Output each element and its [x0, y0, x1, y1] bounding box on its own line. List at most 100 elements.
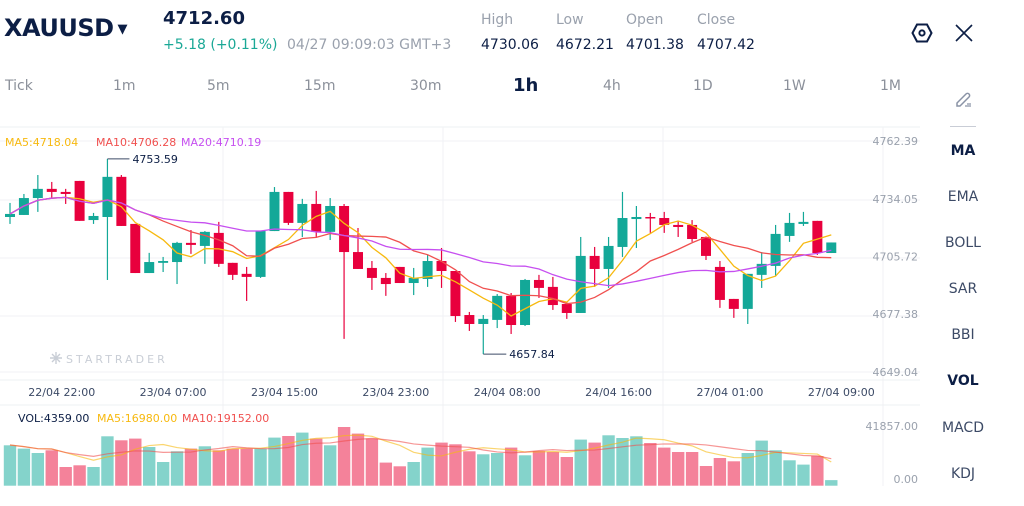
tab-30m[interactable]: 30m — [410, 78, 442, 94]
candle-body — [742, 273, 753, 309]
candle-body — [297, 203, 308, 223]
candle — [784, 212, 795, 242]
tab-4h[interactable]: 4h — [603, 78, 621, 94]
tab-1w[interactable]: 1W — [783, 78, 806, 94]
candle — [283, 191, 294, 225]
candle-body — [32, 188, 43, 199]
candle — [339, 203, 350, 339]
candle — [60, 188, 71, 204]
volume-bar — [406, 461, 421, 487]
price-tick-label: 4649.04 — [873, 366, 919, 379]
candle-body — [255, 231, 266, 277]
low-label: Low — [556, 12, 584, 28]
candle-body — [547, 286, 558, 306]
volume-bar — [490, 452, 505, 487]
close-icon[interactable] — [952, 21, 976, 45]
volume-bar — [810, 455, 825, 487]
indicator-bbi[interactable]: BBI — [951, 327, 975, 343]
tab-1h[interactable]: 1h — [513, 75, 539, 96]
volume-bar — [713, 457, 727, 487]
candle — [144, 252, 155, 274]
indicator-kdj[interactable]: KDJ — [950, 466, 976, 482]
volume-bar — [3, 444, 17, 487]
candle-body — [617, 218, 628, 247]
volume-bar — [532, 450, 546, 487]
volume-bar — [379, 461, 393, 487]
candle — [826, 242, 837, 254]
candle — [701, 236, 711, 260]
indicator-vol[interactable]: VOL — [947, 373, 979, 389]
indicator-ema[interactable]: EMA — [947, 189, 979, 205]
current-price: 4712.60 — [163, 8, 245, 29]
tab-1mo[interactable]: 1M — [880, 78, 901, 94]
volume-bar — [476, 453, 491, 487]
pencil-draw-icon[interactable] — [953, 89, 973, 109]
volume-bar — [573, 438, 588, 487]
candle-body — [353, 252, 363, 269]
indicator-sar[interactable]: SAR — [948, 281, 978, 297]
volume-bar — [309, 437, 324, 487]
candle — [520, 278, 531, 327]
volume-bar — [462, 450, 477, 487]
tab-1d[interactable]: 1D — [693, 78, 713, 94]
legend-vol-ma10: MA10:19152.00 — [182, 412, 269, 425]
symbol-selector[interactable]: XAUUSD ▼ — [4, 14, 128, 42]
candle-body — [533, 279, 544, 288]
high-label: High — [481, 12, 514, 28]
legend-ma10: MA10:4706.28 — [96, 136, 176, 149]
tab-1m[interactable]: 1m — [113, 78, 136, 94]
tab-5m[interactable]: 5m — [207, 78, 230, 94]
star-logo-icon — [50, 352, 62, 364]
candle-body — [408, 277, 419, 284]
legend-ma5: MA5:4718.04 — [5, 136, 78, 149]
candle-body — [144, 262, 155, 274]
candle — [102, 158, 113, 280]
time-tick-label: 24/04 16:00 — [585, 386, 652, 399]
candle — [88, 212, 99, 224]
tab-15m[interactable]: 15m — [304, 78, 336, 94]
caret-down-icon: ▼ — [117, 22, 128, 37]
candle-body — [283, 191, 294, 223]
volume-bar — [184, 447, 198, 487]
volume-bar — [782, 459, 797, 487]
candle-body — [798, 221, 809, 224]
price-tick-label: 4762.39 — [873, 135, 919, 148]
volume-bar — [657, 446, 672, 487]
sidebar-divider — [950, 126, 976, 127]
time-tick-label: 23/04 15:00 — [251, 386, 318, 399]
min-price-label: 4657.84 — [509, 348, 555, 361]
volume-bar — [44, 449, 59, 487]
indicator-ma[interactable]: MA — [950, 143, 976, 159]
candle — [617, 191, 628, 257]
candle-body — [575, 255, 586, 313]
time-tick-label: 27/04 01:00 — [696, 386, 763, 399]
candle-body — [450, 270, 461, 317]
candlestick-chart[interactable]: STARTRADER MA5:4718.04 MA10:4706.28 MA20… — [0, 0, 930, 506]
time-tick-label: 27/04 09:00 — [808, 386, 875, 399]
candle-body — [325, 205, 336, 232]
indicator-macd[interactable]: MACD — [942, 420, 984, 436]
volume-bar — [323, 444, 337, 487]
candle-body — [770, 233, 781, 266]
tab-tick[interactable]: Tick — [5, 78, 33, 94]
open-label: Open — [626, 12, 664, 28]
candle-body — [102, 176, 113, 217]
volume-bar — [727, 460, 741, 487]
candle — [603, 236, 614, 288]
volume-bar — [448, 443, 463, 487]
candle-body — [199, 231, 210, 246]
candle-body — [46, 188, 57, 192]
time-tick-label: 23/04 07:00 — [140, 386, 207, 399]
low-value: 4672.21 — [556, 37, 614, 53]
volume-bar — [114, 439, 129, 487]
volume-bar — [629, 435, 644, 487]
volume-bar — [267, 436, 282, 487]
candle-body — [701, 236, 711, 256]
candle — [269, 187, 280, 232]
indicator-boll[interactable]: BOLL — [945, 235, 981, 251]
volume-bar — [31, 452, 45, 487]
ma20-line — [9, 196, 832, 287]
volume-bar — [671, 451, 685, 487]
settings-icon[interactable] — [910, 21, 934, 45]
candle-body — [812, 220, 823, 254]
